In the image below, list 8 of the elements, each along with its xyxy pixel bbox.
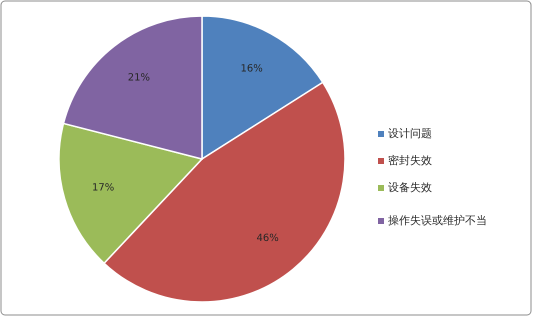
legend-label: 密封失效 [388,154,432,168]
data-label: 16% [240,64,263,75]
data-label: 21% [128,72,150,84]
data-label: 17% [92,182,114,194]
legend-label: 设备失效 [388,181,432,194]
legend-label: 操作失误或维护不当 [388,214,487,228]
legend-label: 设计问题 [388,127,432,140]
data-label: 46% [256,233,279,244]
